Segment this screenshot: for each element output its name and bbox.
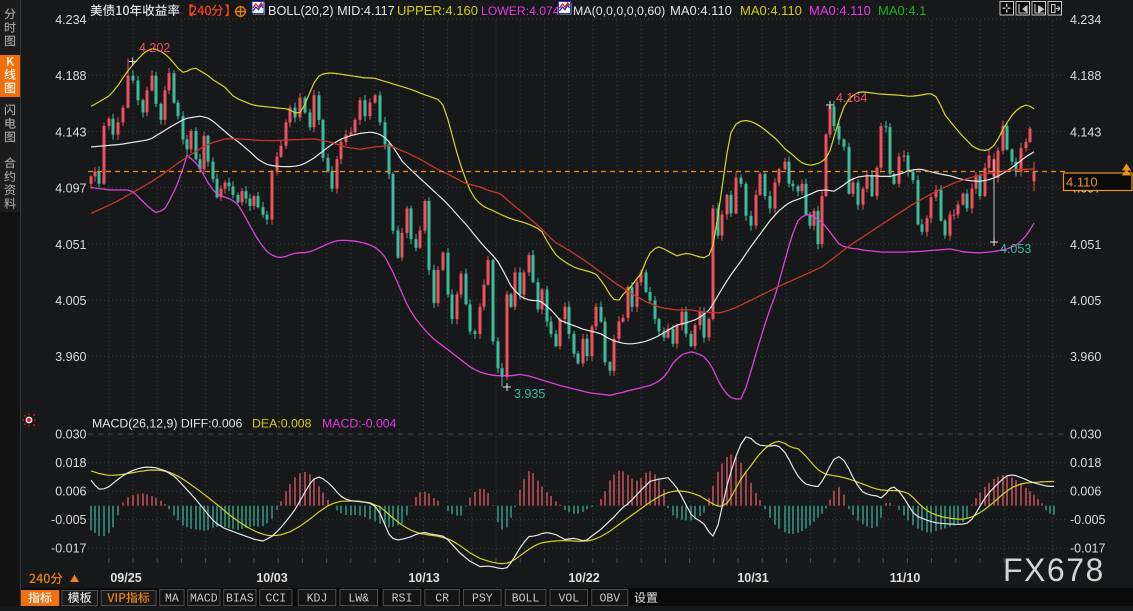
svg-text:BOLL(20,2) MID:4.117: BOLL(20,2) MID:4.117: [268, 4, 395, 18]
svg-text:LW&: LW&: [348, 593, 369, 606]
svg-text:0.006: 0.006: [55, 484, 86, 498]
svg-text:4.051: 4.051: [55, 238, 86, 252]
svg-text:4.110: 4.110: [1066, 175, 1098, 190]
svg-text:0.018: 0.018: [55, 456, 86, 470]
svg-text:10/03: 10/03: [256, 571, 287, 585]
svg-text:KDJ: KDJ: [307, 593, 328, 606]
svg-text:-0.017: -0.017: [51, 542, 86, 556]
svg-text:BIAS: BIAS: [226, 593, 254, 606]
svg-text:10/13: 10/13: [408, 571, 439, 585]
svg-text:10/22: 10/22: [568, 571, 599, 585]
svg-text:-0.017: -0.017: [1070, 542, 1105, 556]
svg-text:VOL: VOL: [558, 593, 579, 606]
svg-text:-0.005: -0.005: [51, 513, 86, 527]
svg-text:MA0:4.1: MA0:4.1: [878, 3, 926, 18]
svg-text:MACD: MACD: [190, 593, 218, 606]
svg-text:MACD(26,12,9) DIFF:0.006: MACD(26,12,9) DIFF:0.006: [92, 417, 243, 431]
svg-text:4.051: 4.051: [1070, 238, 1101, 252]
svg-text:RSI: RSI: [392, 593, 413, 606]
svg-text:MA0:4.110: MA0:4.110: [670, 3, 732, 18]
svg-text:CR: CR: [435, 593, 449, 606]
svg-text:4.202: 4.202: [139, 41, 170, 55]
svg-text:10/31: 10/31: [737, 571, 768, 585]
svg-text:DEA:0.008: DEA:0.008: [252, 417, 312, 431]
svg-text:LOWER:4.074: LOWER:4.074: [481, 4, 560, 18]
svg-text:4.053: 4.053: [1000, 242, 1031, 256]
svg-text:11/10: 11/10: [890, 571, 921, 585]
svg-text:BOLL: BOLL: [512, 593, 540, 606]
svg-text:0.006: 0.006: [1070, 484, 1101, 498]
svg-text:3.960: 3.960: [1070, 350, 1101, 364]
svg-text:0.018: 0.018: [1070, 456, 1101, 470]
svg-text:4.005: 4.005: [55, 294, 86, 308]
svg-text:09/25: 09/25: [110, 571, 141, 585]
svg-text:3.960: 3.960: [55, 350, 86, 364]
svg-text:4.164: 4.164: [836, 91, 867, 105]
svg-text:MA0:4.110: MA0:4.110: [809, 3, 871, 18]
svg-text:4.188: 4.188: [55, 69, 86, 83]
svg-text:4.234: 4.234: [1070, 13, 1101, 27]
svg-text:-0.005: -0.005: [1070, 513, 1105, 527]
svg-text:PSY: PSY: [472, 593, 493, 606]
svg-text:MA: MA: [165, 593, 179, 606]
svg-text:4.005: 4.005: [1070, 294, 1101, 308]
svg-text:3.935: 3.935: [514, 387, 545, 401]
svg-text:4.143: 4.143: [55, 125, 86, 139]
svg-text:4.234: 4.234: [55, 13, 86, 27]
svg-text:UPPER:4.160: UPPER:4.160: [397, 3, 478, 18]
svg-text:0.030: 0.030: [1070, 427, 1101, 441]
svg-text:4.097: 4.097: [55, 182, 86, 196]
svg-text:4.143: 4.143: [1070, 125, 1101, 139]
svg-text:MA0:4.110: MA0:4.110: [740, 3, 802, 18]
svg-text:4.188: 4.188: [1070, 69, 1101, 83]
svg-text:0.030: 0.030: [55, 427, 86, 441]
svg-text:MACD:-0.004: MACD:-0.004: [322, 417, 397, 431]
svg-text:OBV: OBV: [599, 593, 620, 606]
svg-text:CCI: CCI: [265, 593, 286, 606]
svg-text:MA(0,0,0,0,0,60): MA(0,0,0,0,0,60): [573, 4, 665, 18]
svg-text:FX678: FX678: [1003, 552, 1105, 588]
